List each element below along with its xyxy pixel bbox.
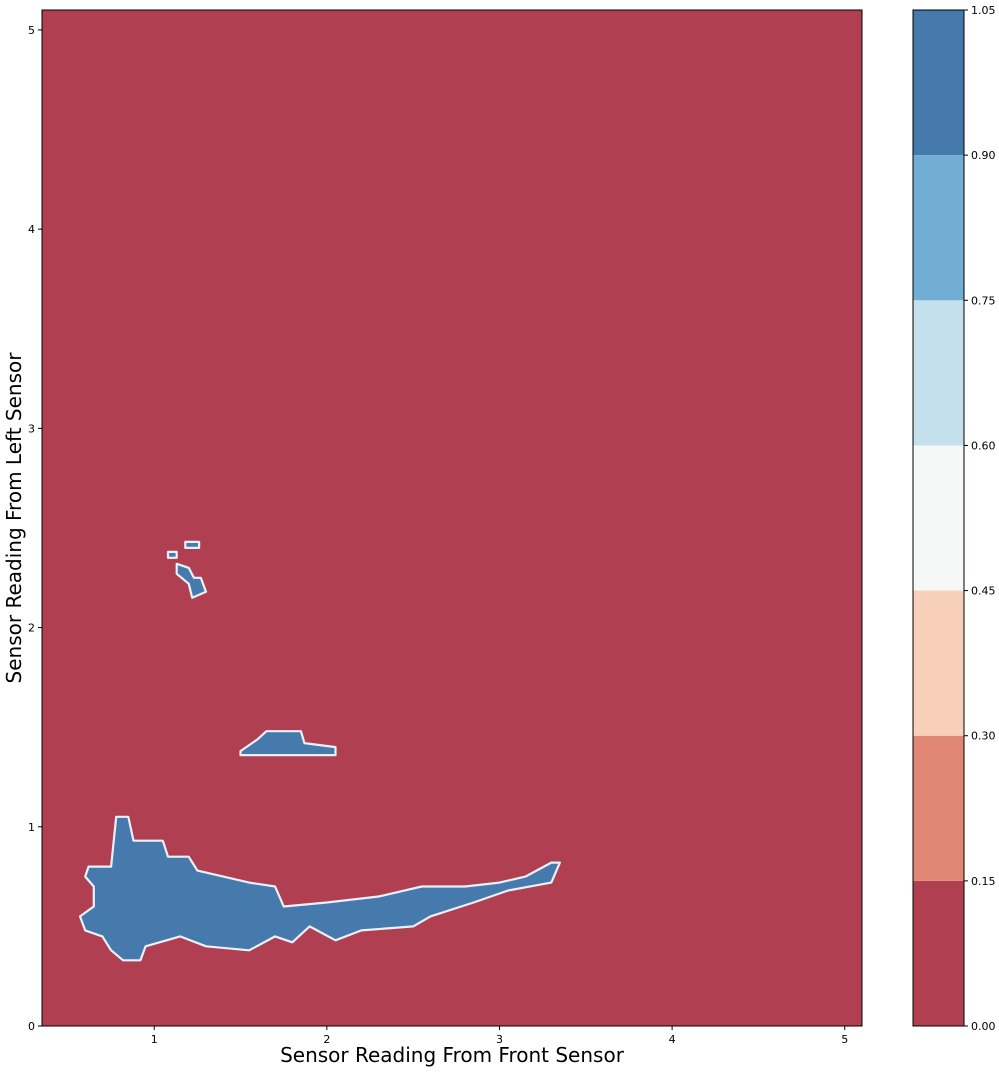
x-tick-label: 2 bbox=[323, 1033, 330, 1046]
x-tick-label: 3 bbox=[496, 1033, 503, 1046]
x-axis-label: Sensor Reading From Front Sensor bbox=[280, 1043, 625, 1067]
y-tick-label: 1 bbox=[28, 821, 35, 834]
colorbar-tick-label: 0.15 bbox=[971, 875, 996, 888]
contour-region-1 bbox=[239, 730, 337, 757]
y-tick-label: 4 bbox=[28, 223, 35, 236]
colorbar: 0.00 0.15 0.30 0.45 0.60 0.75 0.90 1.05 bbox=[912, 4, 996, 1033]
x-tick-label: 5 bbox=[841, 1033, 848, 1046]
colorbar-tick-label: 0.45 bbox=[971, 585, 996, 598]
colorbar-band bbox=[913, 735, 964, 881]
colorbar-tick-label: 0.60 bbox=[971, 439, 996, 452]
y-axis: 0 1 2 3 4 5 bbox=[28, 24, 42, 1033]
colorbar-frame bbox=[912, 9, 965, 1027]
colorbar-tick-label: 1.05 bbox=[971, 4, 996, 17]
plot-area bbox=[41, 9, 863, 1027]
colorbar-band bbox=[913, 10, 964, 156]
colorbar-band bbox=[913, 880, 964, 1026]
colorbar-tick-label: 0.75 bbox=[971, 294, 996, 307]
colorbar-band bbox=[913, 300, 964, 446]
plot-frame bbox=[41, 9, 863, 1027]
colorbar-tick-label: 0.90 bbox=[971, 149, 996, 162]
x-tick-label: 4 bbox=[669, 1033, 676, 1046]
contour-region-4 bbox=[166, 550, 178, 559]
y-tick-label: 3 bbox=[28, 422, 35, 435]
colorbar-tick-label: 0.00 bbox=[971, 1020, 996, 1033]
colorbar-band bbox=[913, 590, 964, 736]
colorbar-tick-label: 0.30 bbox=[971, 730, 996, 743]
x-tick-label: 1 bbox=[151, 1033, 158, 1046]
y-tick-label: 0 bbox=[28, 1020, 35, 1033]
y-tick-label: 5 bbox=[28, 24, 35, 37]
contour-region-0 bbox=[78, 815, 562, 962]
y-tick-label: 2 bbox=[28, 622, 35, 635]
contour-region-2 bbox=[175, 562, 208, 599]
contour-region-3 bbox=[184, 540, 201, 550]
x-axis: 1 2 3 4 5 bbox=[151, 1026, 848, 1046]
y-axis-label: Sensor Reading From Left Sensor bbox=[2, 352, 26, 684]
colorbar-band bbox=[913, 445, 964, 591]
colorbar-band bbox=[913, 155, 964, 301]
